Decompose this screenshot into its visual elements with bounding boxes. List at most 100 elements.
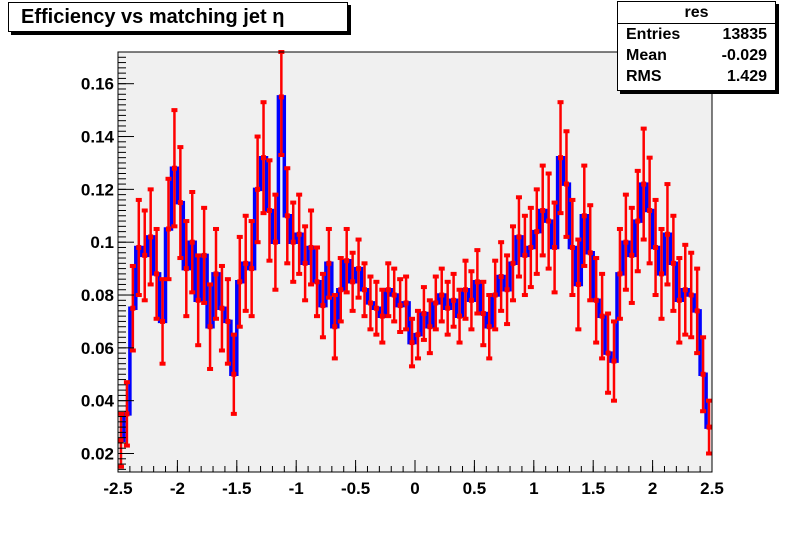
error-bar-cap <box>135 293 142 298</box>
stats-label: Mean <box>626 47 667 64</box>
error-bar-cap <box>367 327 374 332</box>
data-point <box>421 311 427 317</box>
error-bar <box>343 226 350 295</box>
error-bar-cap <box>438 319 445 324</box>
data-point <box>189 239 195 245</box>
data-point <box>171 165 177 171</box>
data-point <box>177 200 183 206</box>
error-bar-cap <box>296 271 303 276</box>
data-point <box>510 260 516 266</box>
error-bar-cap <box>664 182 671 187</box>
error-bar-cap <box>575 327 582 332</box>
y-tick-label: 0.12 <box>81 180 114 199</box>
y-tick-label: 0.16 <box>81 75 114 94</box>
error-bar-cap <box>325 226 332 231</box>
error-bar-cap <box>373 332 380 337</box>
error-bar-cap <box>195 253 202 258</box>
error-bar <box>634 168 641 274</box>
error-bar-cap <box>135 197 142 202</box>
error-bar-cap <box>141 298 148 303</box>
error-bar <box>652 197 659 298</box>
error-bar-cap <box>462 316 469 321</box>
error-bar <box>492 258 499 332</box>
x-tick-label: -0.5 <box>341 479 370 498</box>
error-bar-cap <box>658 226 665 231</box>
error-bar-cap <box>373 279 380 284</box>
x-tick-label: 1.5 <box>581 479 605 498</box>
error-bar-cap <box>486 293 493 298</box>
data-point <box>664 231 670 237</box>
error-bar <box>129 263 136 353</box>
data-point <box>314 279 320 285</box>
data-point <box>522 252 528 258</box>
error-bar-cap <box>533 187 540 192</box>
chart-title: Efficiency vs matching jet η <box>8 2 348 32</box>
error-bar <box>117 411 124 469</box>
data-point <box>373 305 379 311</box>
error-bar-cap <box>379 287 386 292</box>
error-bar-cap <box>123 380 130 385</box>
error-bar-cap <box>159 361 166 366</box>
error-bar <box>242 213 249 313</box>
error-bar-cap <box>557 100 564 105</box>
error-bar <box>557 100 564 216</box>
x-tick-label: -2.5 <box>103 479 132 498</box>
error-bar <box>379 287 386 345</box>
error-bar-cap <box>254 134 261 139</box>
data-point <box>593 297 599 303</box>
x-tick-label: 2.5 <box>700 479 724 498</box>
data-point <box>504 287 510 293</box>
error-bar-cap <box>486 356 493 361</box>
error-bar-cap <box>610 398 617 403</box>
error-bar-cap <box>492 258 499 263</box>
error-bar-cap <box>539 253 546 258</box>
error-bar-cap <box>420 285 427 290</box>
error-bar-cap <box>403 327 410 332</box>
error-bar-cap <box>539 163 546 168</box>
error-bar-cap <box>510 298 517 303</box>
error-bar <box>468 269 475 332</box>
error-bar <box>361 261 368 319</box>
error-bar <box>135 197 142 298</box>
error-bar-cap <box>409 364 416 369</box>
data-point <box>439 292 445 298</box>
error-bar-cap <box>409 316 416 321</box>
error-bar-cap <box>331 356 338 361</box>
error-bar-cap <box>207 282 214 287</box>
data-point <box>154 271 160 277</box>
error-bar <box>486 293 493 361</box>
error-bar <box>260 100 267 216</box>
error-bar-cap <box>177 145 184 150</box>
x-tick-label: 0 <box>410 479 419 498</box>
error-bar-cap <box>171 108 178 113</box>
error-bar <box>658 226 665 321</box>
data-point <box>492 292 498 298</box>
error-bar-cap <box>646 261 653 266</box>
error-bar-cap <box>379 340 386 345</box>
error-bar-cap <box>325 295 332 300</box>
error-bar-cap <box>634 168 641 173</box>
data-point <box>207 324 213 330</box>
error-bar-cap <box>706 398 713 403</box>
error-bar <box>290 200 297 284</box>
data-point <box>237 279 243 285</box>
error-bar-cap <box>290 200 297 205</box>
error-bar-cap <box>171 224 178 229</box>
error-bar <box>177 145 184 261</box>
error-bar-cap <box>296 192 303 197</box>
data-point <box>403 300 409 306</box>
data-point <box>296 231 302 237</box>
error-bar-cap <box>628 300 635 305</box>
histogram-line <box>118 95 712 443</box>
error-bar-cap <box>515 274 522 279</box>
error-bar <box>319 271 326 340</box>
error-bar-cap <box>391 266 398 271</box>
data-point <box>356 266 362 272</box>
data-point <box>255 186 261 192</box>
error-bar-cap <box>569 197 576 202</box>
error-bar <box>616 226 623 321</box>
error-bar <box>533 187 540 276</box>
error-bar <box>141 208 148 303</box>
error-bar <box>504 253 511 327</box>
error-bar <box>397 277 404 334</box>
